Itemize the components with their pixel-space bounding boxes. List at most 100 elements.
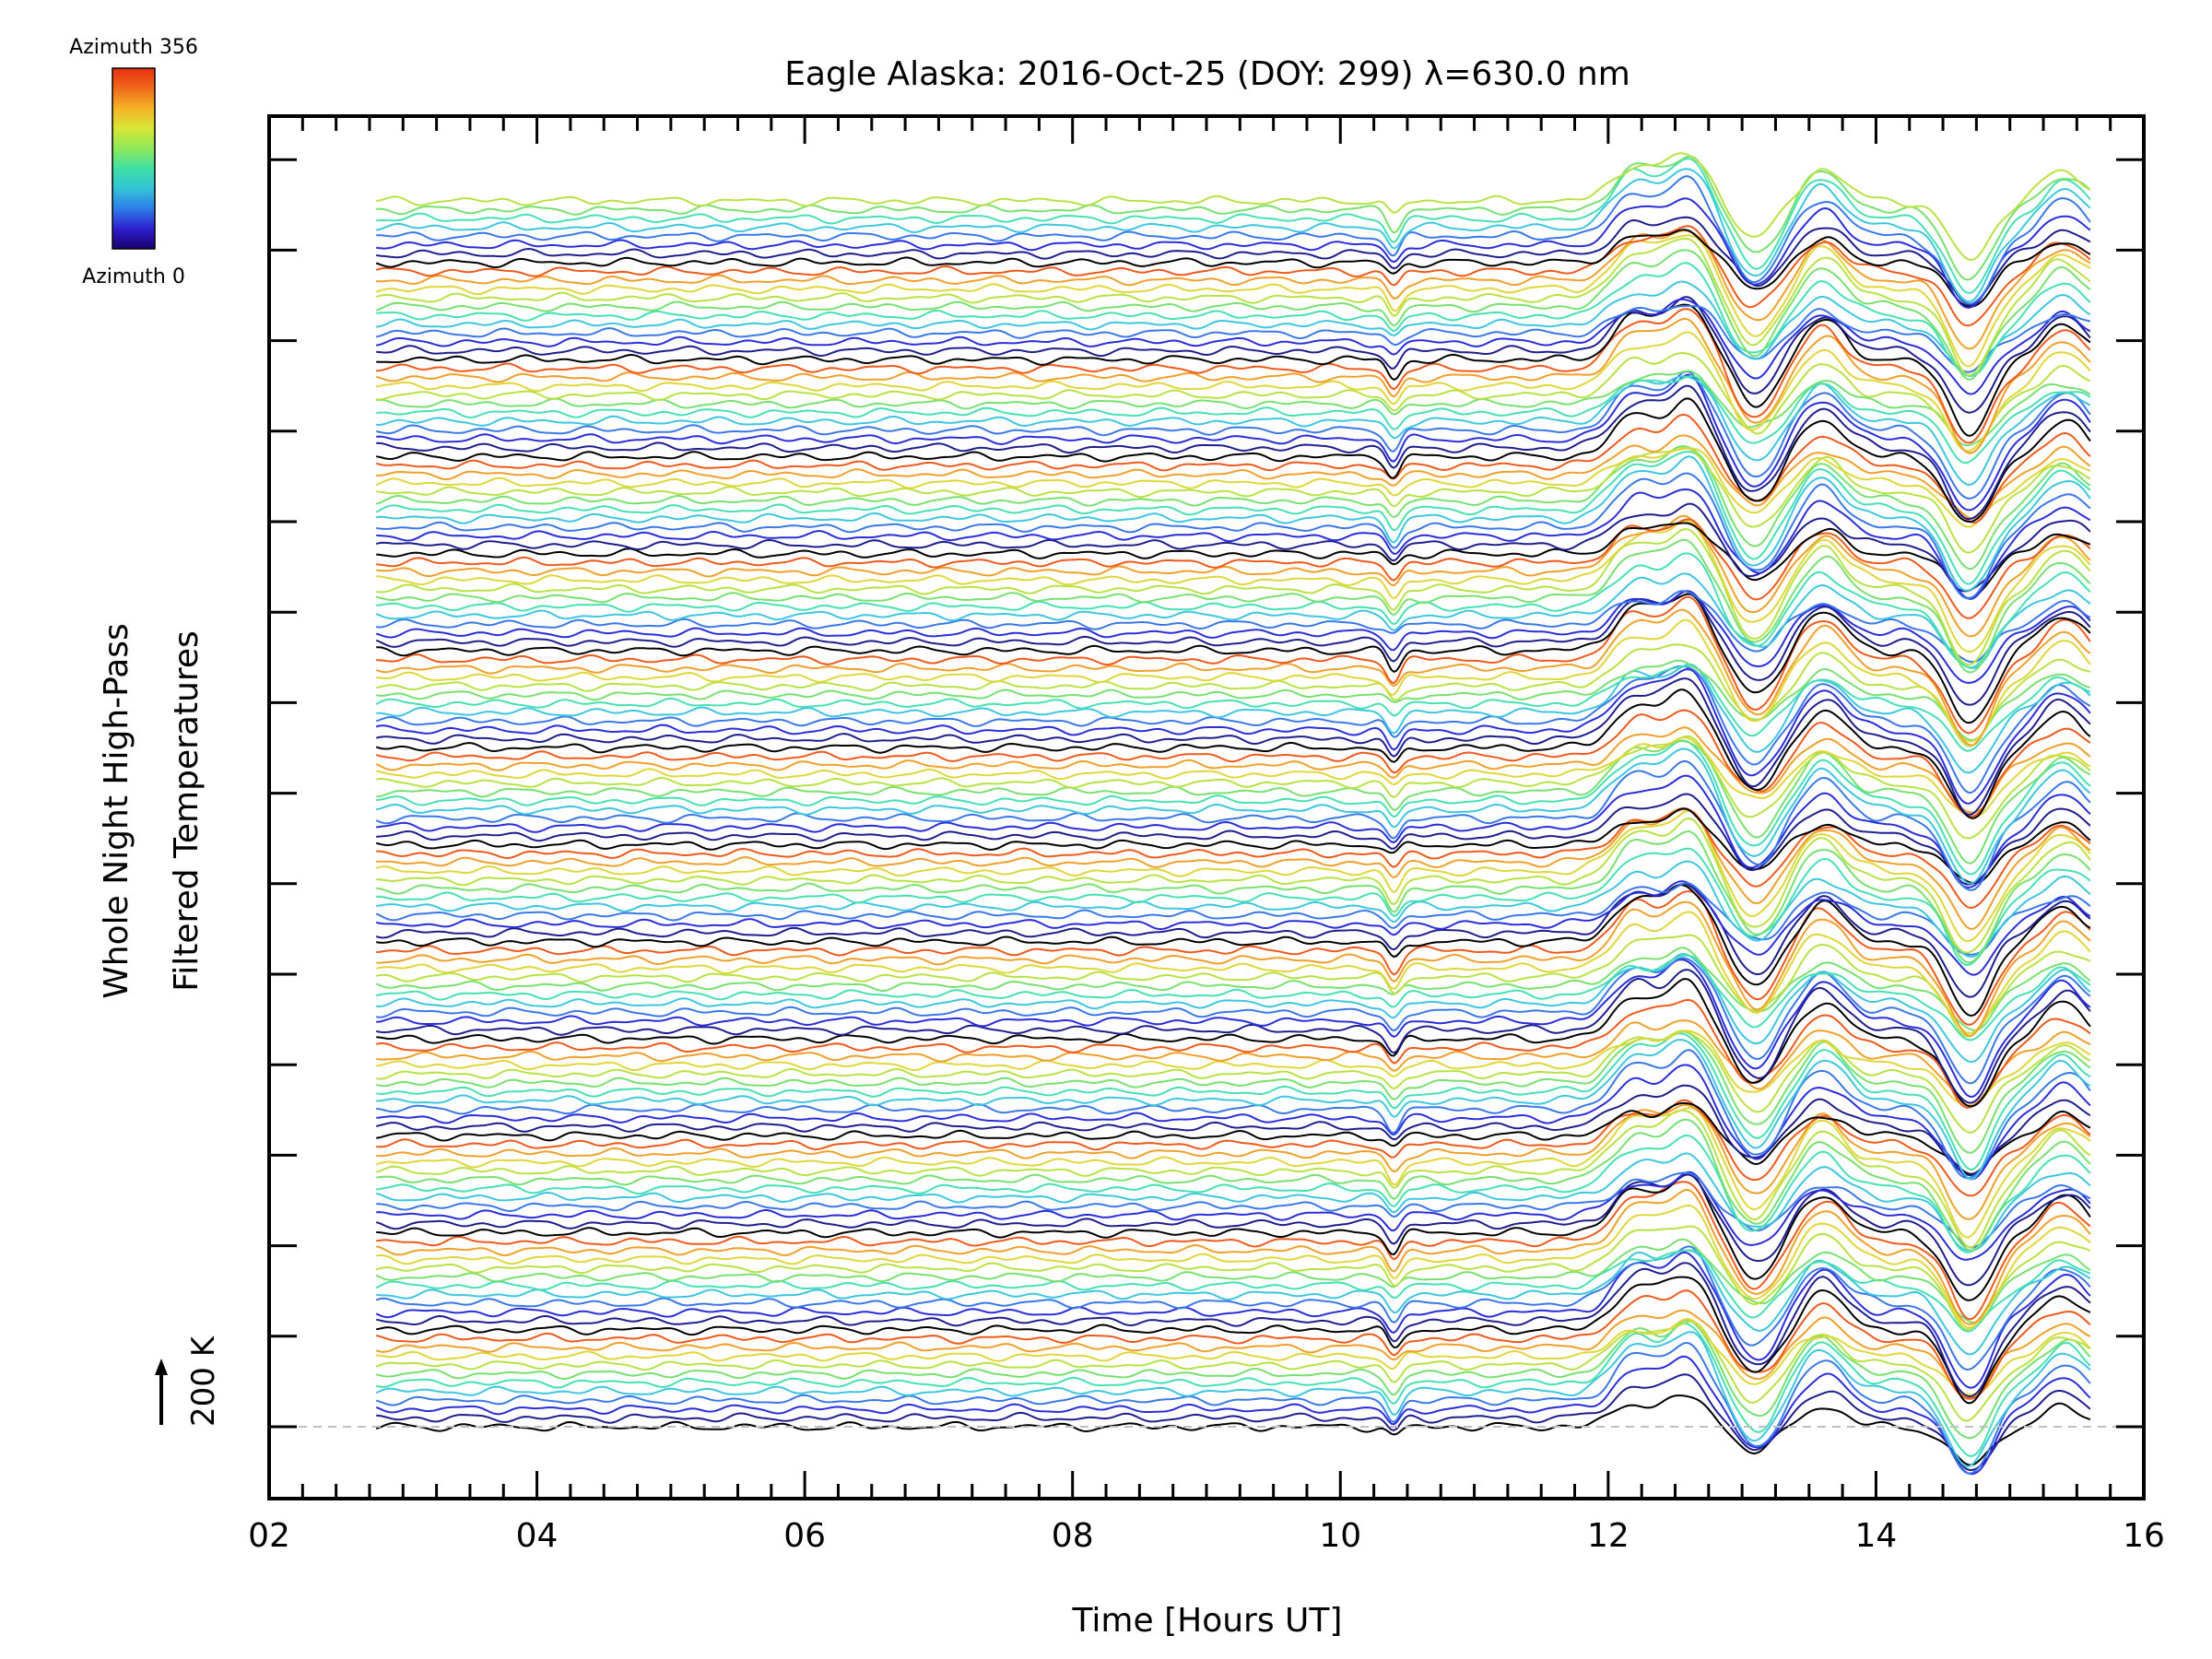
series-line xyxy=(375,947,2091,1031)
series-line xyxy=(375,1331,2091,1468)
series-line xyxy=(376,1249,2091,1356)
series-line xyxy=(375,969,2091,1104)
series-line xyxy=(376,375,2091,487)
series-line xyxy=(376,847,2091,967)
series-line xyxy=(376,1019,2091,1108)
series-line xyxy=(376,643,2091,747)
series-line xyxy=(376,197,2091,309)
series-line xyxy=(376,900,2091,1038)
series-line xyxy=(376,595,2091,735)
colorbar-top-label: Azimuth 356 xyxy=(69,36,198,59)
x-tick-label: 16 xyxy=(2123,1517,2165,1555)
series-line xyxy=(376,175,2091,305)
scale-bar-label: 200 K xyxy=(185,1335,222,1427)
series-line xyxy=(375,590,2091,706)
series-line xyxy=(376,807,2091,909)
series-line xyxy=(376,1373,2091,1472)
series-line xyxy=(376,434,2091,520)
series-line xyxy=(375,1225,2091,1331)
series-line xyxy=(376,618,2091,743)
series-line xyxy=(375,882,2091,956)
series-line xyxy=(376,1171,2091,1249)
series-line xyxy=(376,911,2091,1035)
series-line xyxy=(376,860,2091,958)
series-line xyxy=(376,1049,2091,1180)
series-line xyxy=(376,552,2091,669)
series-line xyxy=(376,397,2091,524)
series-line xyxy=(375,1309,2091,1399)
series-line xyxy=(375,225,2091,327)
series-line xyxy=(376,303,2091,437)
series-line xyxy=(375,998,2091,1109)
series-line xyxy=(375,450,2091,585)
series-line xyxy=(376,351,2091,454)
series-line xyxy=(375,538,2091,674)
series-line xyxy=(376,1118,2091,1252)
series-line xyxy=(376,830,2091,964)
series-line xyxy=(375,954,2091,1041)
series-line xyxy=(376,216,2091,306)
series-line xyxy=(376,807,2091,930)
series-line xyxy=(376,1039,2091,1181)
series-line xyxy=(376,229,2091,350)
x-axis-label: Time [Hours UT] xyxy=(1072,1602,1343,1640)
series-line xyxy=(375,665,2091,752)
series-line xyxy=(375,317,2091,454)
series-line xyxy=(376,884,2091,1017)
series-line xyxy=(375,709,2091,818)
series-line xyxy=(376,446,2091,554)
series-line xyxy=(376,1030,2091,1107)
series-line xyxy=(375,726,2091,814)
series-line xyxy=(375,1323,2091,1457)
series-line xyxy=(375,809,2091,943)
series-line xyxy=(376,528,2091,666)
series-line xyxy=(376,957,2091,1085)
series-line xyxy=(375,413,2091,524)
series-line xyxy=(375,572,2091,669)
series-line xyxy=(375,1188,2091,1325)
series-line xyxy=(375,759,2091,891)
series-line xyxy=(375,1319,2091,1440)
series-line xyxy=(376,158,2091,294)
y-axis-label: Whole Night High-Pass Filtered Temperatu… xyxy=(98,623,206,999)
series-line xyxy=(376,952,2091,1064)
series-line xyxy=(375,1238,2091,1324)
series-line xyxy=(375,1030,2091,1154)
series-line xyxy=(376,590,2091,664)
series-line xyxy=(375,1245,2091,1371)
series-line xyxy=(376,522,2091,599)
series-line xyxy=(376,514,2091,638)
series-line xyxy=(376,374,2091,465)
series-line xyxy=(375,447,2091,528)
y-axis-label-line1: Whole Night High-Pass xyxy=(98,623,135,999)
series-line xyxy=(376,155,2091,281)
series-line xyxy=(376,739,2091,876)
series-line xyxy=(376,152,2091,261)
series-line xyxy=(376,1064,2091,1181)
series-line xyxy=(375,168,2091,303)
chart-title: Eagle Alaska: 2016-Oct-25 (DOY: 299) λ=6… xyxy=(784,55,1630,93)
x-tick-label: 14 xyxy=(1855,1517,1898,1555)
series-line xyxy=(375,590,2091,684)
series-line xyxy=(375,1106,2091,1239)
series-line xyxy=(375,1262,2091,1398)
series-line xyxy=(376,593,2091,724)
series-line xyxy=(376,793,2091,886)
x-tick-label: 10 xyxy=(1319,1517,1361,1555)
series-line xyxy=(375,934,2091,1038)
x-tick-labels: 02 04 06 08 10 12 14 16 xyxy=(248,1517,2165,1555)
series-line xyxy=(376,520,2091,653)
series-line xyxy=(376,1317,2091,1396)
series-line xyxy=(376,1204,2091,1329)
series-line xyxy=(376,1171,2091,1301)
series-line xyxy=(376,262,2091,378)
series-layer xyxy=(375,152,2091,1476)
series-line xyxy=(376,1103,2091,1220)
series-line xyxy=(376,1099,2091,1197)
series-line xyxy=(375,1084,2091,1177)
series-line xyxy=(375,1276,2091,1405)
series-line xyxy=(376,739,2091,865)
series-line xyxy=(375,1152,2091,1252)
series-line xyxy=(375,608,2091,747)
